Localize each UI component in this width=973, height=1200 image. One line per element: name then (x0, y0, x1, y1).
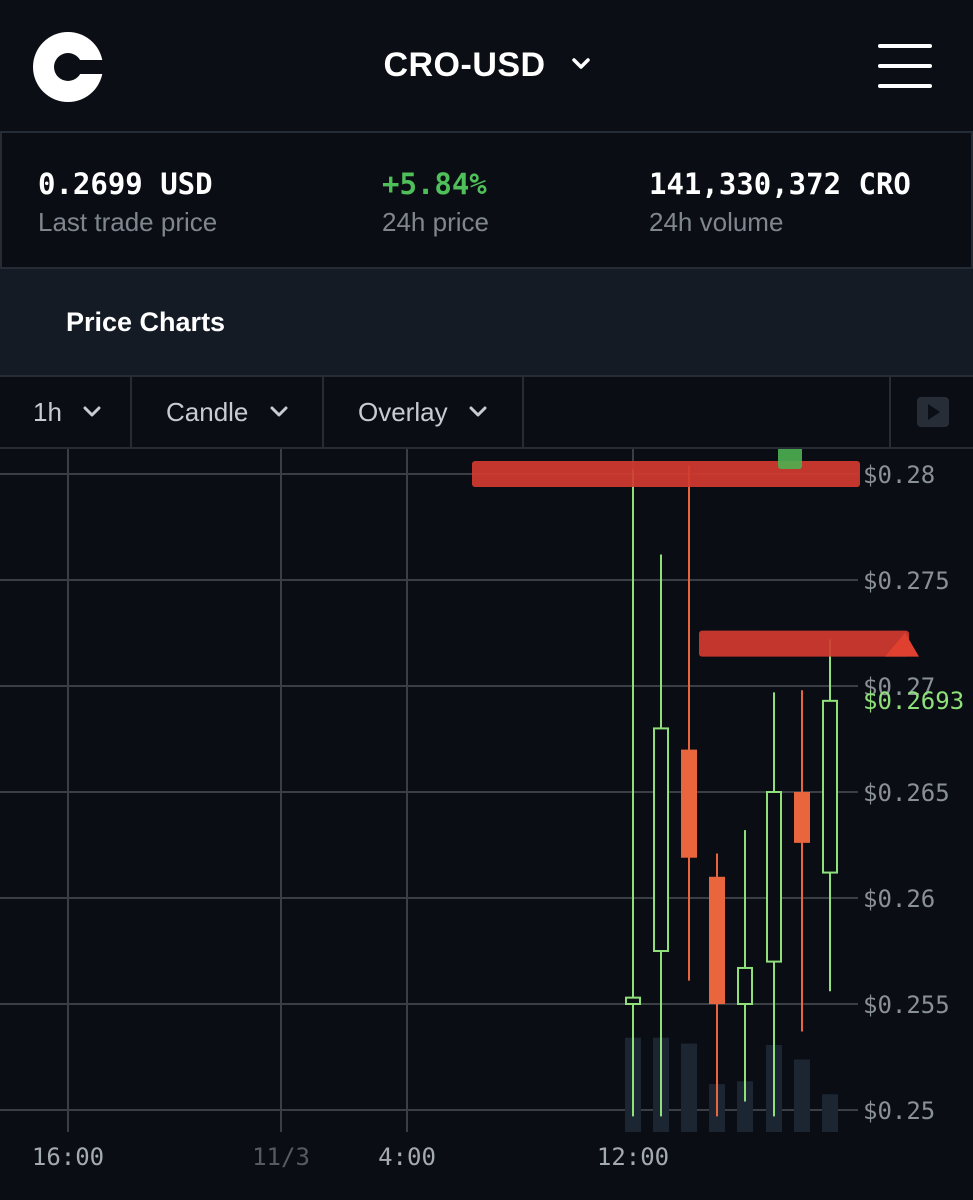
pair-selector[interactable]: CRO-USD (0, 46, 973, 85)
price-charts-header: Price Charts (0, 269, 973, 377)
candlestick-chart[interactable]: $0.28 $0.275 $0.27 $0.265 $0.26 $0.255 $0.25 16… (0, 449, 973, 1200)
top-bar: CRO-USD (0, 0, 973, 133)
y-axis-tick-label: $0.26 (863, 885, 935, 913)
last-trade-stat: 0.2699 USD Last trade price (38, 167, 217, 238)
y-axis-tick-label: $0.275 (863, 567, 950, 595)
volume-bar (681, 1043, 697, 1132)
candle-body-down (709, 876, 725, 1004)
x-axis-tick-label: 11/3 (252, 1143, 310, 1171)
chart-type-label: Candle (166, 397, 249, 427)
section-title: Price Charts (66, 307, 226, 337)
price-change-label: 24h price (382, 207, 489, 237)
chevron-down-icon (83, 406, 101, 417)
y-axis-tick-label: $0.28 (863, 461, 935, 489)
chart-toolbar: 1h Candle Overlay (0, 377, 973, 449)
price-change-value: +5.84% (382, 167, 487, 201)
green-marker-bar (778, 449, 802, 469)
y-axis-tick-label: $0.27 (863, 673, 935, 701)
candle-body-down (681, 749, 697, 858)
play-button[interactable] (889, 377, 973, 447)
red-marker-bar (472, 461, 860, 487)
coinbase-logo-icon[interactable] (33, 32, 103, 102)
pair-label: CRO-USD (383, 46, 546, 84)
y-axis-tick-label: $0.265 (863, 779, 950, 807)
y-axis-tick-label: $0.25 (863, 1097, 935, 1125)
candle-body-up (737, 966, 753, 1006)
candle-body-up (766, 791, 782, 963)
chart-type-dropdown[interactable]: Candle (132, 377, 324, 447)
red-marker-bar (699, 630, 909, 657)
candle-body-up (822, 699, 838, 874)
hamburger-menu-icon[interactable] (878, 44, 932, 88)
interval-dropdown[interactable]: 1h (0, 377, 132, 447)
y-axis-tick-label: $0.255 (863, 991, 950, 1019)
candle-body-down (794, 792, 810, 843)
volume-bar (737, 1081, 753, 1132)
overlay-label: Overlay (358, 397, 448, 427)
volume-label: 24h volume (649, 207, 784, 237)
chevron-down-icon (270, 406, 288, 417)
chevron-down-icon (469, 406, 487, 417)
interval-label: 1h (33, 397, 62, 427)
red-marker-arrow (885, 632, 919, 657)
last-trade-price-label: Last trade price (38, 207, 218, 237)
volume-bar (794, 1059, 810, 1132)
volume-bar (822, 1094, 838, 1132)
candle-body-up (653, 727, 669, 952)
last-price-label: $0.2693 (863, 687, 964, 715)
x-axis-tick-label: 12:00 (597, 1143, 669, 1171)
market-stats: 0.2699 USD Last trade price +5.84% 24h p… (0, 133, 973, 269)
chevron-down-icon (571, 58, 590, 69)
volume-stat: 141,330,372 CRO 24h volume (649, 167, 911, 238)
play-icon (917, 397, 949, 427)
price-change-stat: +5.84% 24h price (382, 167, 489, 238)
volume-value: 141,330,372 CRO (649, 167, 911, 201)
x-axis-tick-label: 16:00 (32, 1143, 104, 1171)
x-axis-tick-label: 4:00 (378, 1143, 436, 1171)
overlay-dropdown[interactable]: Overlay (324, 377, 524, 447)
candle-body-up (625, 996, 641, 1006)
last-trade-price-value: 0.2699 USD (38, 167, 213, 201)
